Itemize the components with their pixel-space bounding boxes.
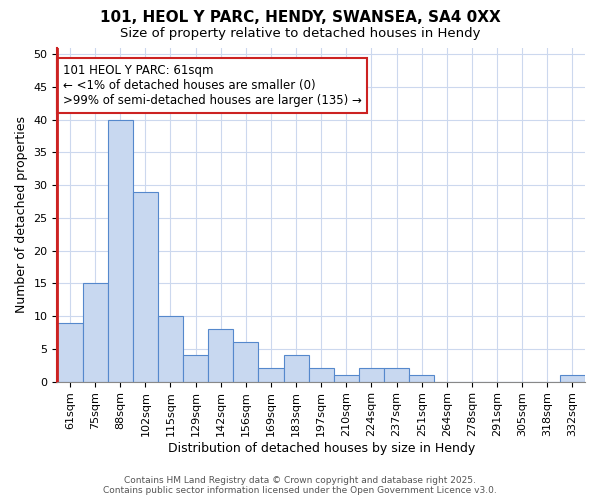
- X-axis label: Distribution of detached houses by size in Hendy: Distribution of detached houses by size …: [167, 442, 475, 455]
- Bar: [308, 368, 334, 382]
- Bar: [259, 368, 284, 382]
- Bar: [107, 120, 133, 382]
- Bar: [233, 342, 259, 382]
- Bar: [158, 316, 183, 382]
- Bar: [560, 375, 585, 382]
- Bar: [183, 356, 208, 382]
- Text: 101 HEOL Y PARC: 61sqm
← <1% of detached houses are smaller (0)
>99% of semi-det: 101 HEOL Y PARC: 61sqm ← <1% of detached…: [62, 64, 362, 107]
- Bar: [284, 356, 308, 382]
- Bar: [133, 192, 158, 382]
- Bar: [208, 329, 233, 382]
- Text: Contains HM Land Registry data © Crown copyright and database right 2025.
Contai: Contains HM Land Registry data © Crown c…: [103, 476, 497, 495]
- Bar: [83, 284, 107, 382]
- Text: Size of property relative to detached houses in Hendy: Size of property relative to detached ho…: [120, 28, 480, 40]
- Bar: [409, 375, 434, 382]
- Text: 101, HEOL Y PARC, HENDY, SWANSEA, SA4 0XX: 101, HEOL Y PARC, HENDY, SWANSEA, SA4 0X…: [100, 10, 500, 25]
- Y-axis label: Number of detached properties: Number of detached properties: [15, 116, 28, 313]
- Bar: [359, 368, 384, 382]
- Bar: [58, 322, 83, 382]
- Bar: [334, 375, 359, 382]
- Bar: [384, 368, 409, 382]
